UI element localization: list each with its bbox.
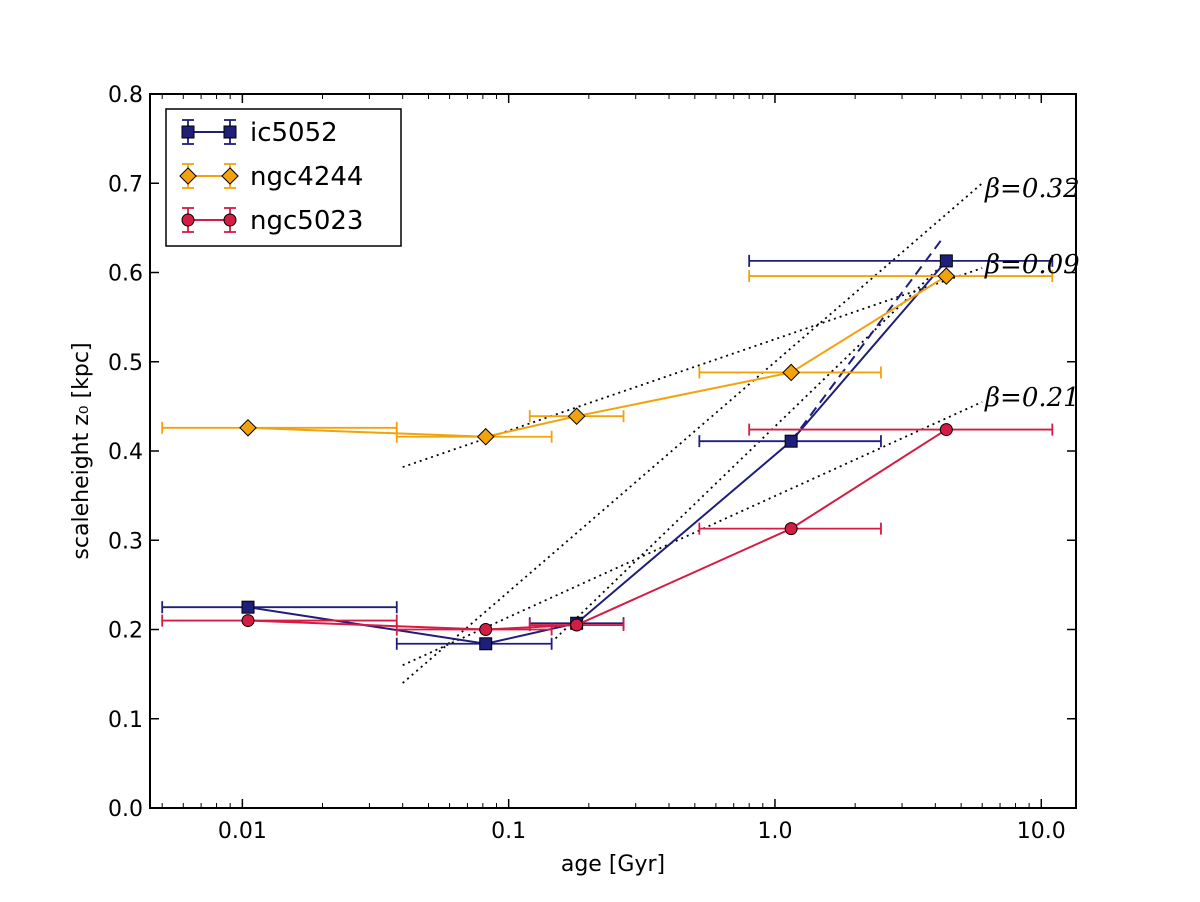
dotted-fit-line [402, 401, 983, 667]
data-point [239, 418, 257, 437]
legend-entry-ic5052: ic5052 [181, 118, 338, 148]
fit-label: β=0.21 [984, 383, 1080, 413]
legend-marker [181, 125, 195, 139]
legend-marker [223, 125, 237, 139]
series-ngc5023 [161, 423, 1054, 636]
data-point [476, 427, 495, 446]
legend-entry-ngc4244: ngc4244 [179, 162, 363, 192]
dotted-fit-line [554, 260, 947, 640]
data-point [939, 254, 953, 268]
data-point [784, 434, 798, 448]
x-tick-label: 0.1 [491, 819, 526, 844]
data-point [241, 600, 255, 614]
x-tick-label: 10.0 [1017, 819, 1066, 844]
data-point [570, 618, 584, 632]
y-tick-label: 0.2 [108, 619, 143, 644]
fit-labels: β=0.32 β=0.09 β=0.21 [984, 174, 1080, 413]
data-point [241, 614, 255, 628]
legend-marker [179, 167, 197, 185]
fit-label: β=0.09 [984, 250, 1080, 280]
data-point [784, 522, 798, 536]
y-tick-label: 0.7 [108, 172, 143, 197]
y-axis-label: scaleheight z₀ [kpc] [69, 342, 94, 559]
y-tick-label: 0.5 [108, 351, 143, 376]
y-tick-label: 0.0 [108, 797, 143, 822]
data-point [567, 407, 586, 425]
dotted-fit-line [402, 182, 983, 684]
fit-label: β=0.32 [984, 174, 1080, 204]
data-point [937, 267, 956, 285]
legend-marker [221, 167, 239, 185]
y-tick-label: 0.4 [108, 440, 143, 465]
data-point [479, 637, 493, 651]
dashed-fit-line [790, 236, 945, 442]
y-tick-label: 0.1 [108, 708, 143, 733]
series-ngc4244 [161, 267, 1054, 446]
legend-entry-ngc5023: ngc5023 [181, 206, 363, 236]
data-point [782, 363, 800, 382]
legend-marker [223, 213, 237, 227]
x-tick-label: 0.01 [218, 819, 267, 844]
plot-frame [149, 93, 1077, 809]
x-tick-label: 1.0 [757, 819, 792, 844]
legend-label: ngc4244 [250, 162, 363, 192]
y-tick-label: 0.3 [108, 529, 143, 554]
data-point [939, 423, 953, 437]
legend-label: ic5052 [250, 118, 338, 148]
legend-label: ngc5023 [250, 206, 363, 236]
legend-marker [181, 213, 195, 227]
legend: ic5052 ngc4244 ngc5023 [165, 108, 402, 247]
x-axis-label: age [Gyr] [561, 852, 665, 877]
y-tick-label: 0.8 [108, 83, 143, 108]
y-tick-label: 0.6 [108, 262, 143, 287]
data-point [479, 623, 493, 636]
data-series [161, 254, 1054, 651]
